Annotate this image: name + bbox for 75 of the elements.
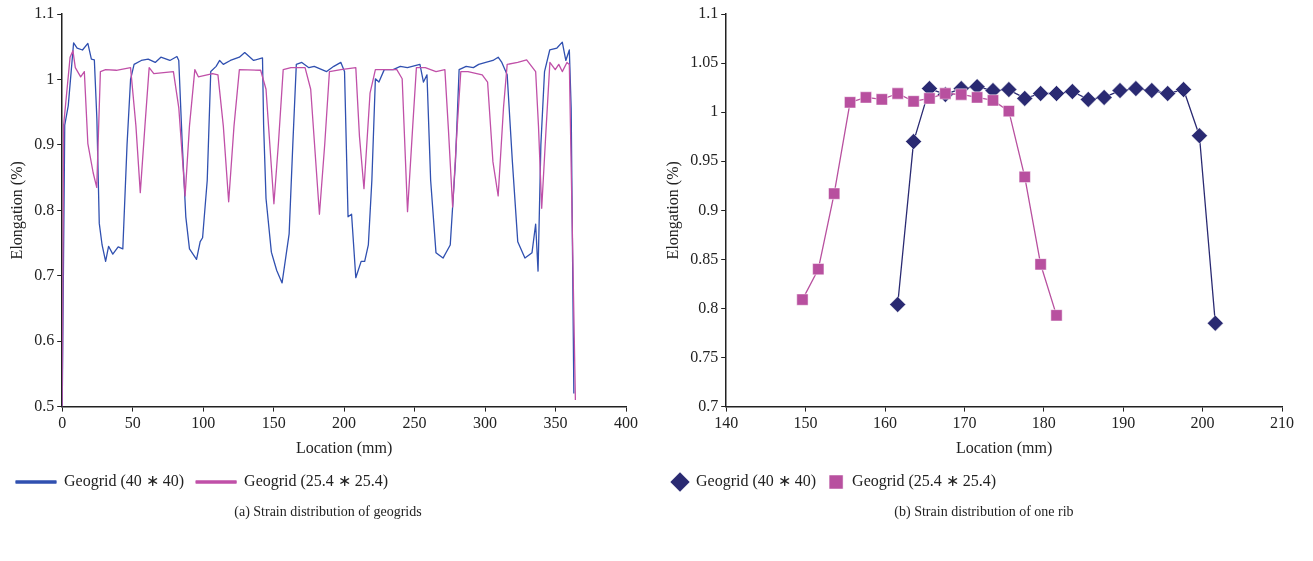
x-tick-label: 250 <box>402 414 427 432</box>
y-tick-label: 0.7 <box>34 265 55 283</box>
x-tick-label: 140 <box>714 414 739 432</box>
y-tick-label: 0.75 <box>690 347 719 365</box>
point <box>1080 91 1097 108</box>
y-tick-label: 0.9 <box>34 135 55 153</box>
x-tick-label: 50 <box>124 414 141 432</box>
y-tick-label: 0.9 <box>698 200 719 218</box>
x-tick-label: 170 <box>952 414 977 432</box>
point <box>1191 127 1208 144</box>
point <box>844 96 856 109</box>
point <box>923 92 936 105</box>
text: (a) Strain distribution of geogrids <box>233 504 423 520</box>
point <box>905 133 922 150</box>
point <box>1095 89 1113 106</box>
x-tick-label: 200 <box>332 414 357 432</box>
y-tick-label: 1.05 <box>690 53 719 71</box>
point <box>955 88 968 101</box>
point <box>1175 81 1192 98</box>
point <box>1207 314 1224 332</box>
point <box>1159 85 1176 102</box>
point <box>971 91 984 104</box>
y-tick-label: 0.85 <box>690 249 719 267</box>
x-tick-label: 210 <box>1270 414 1294 432</box>
x-tick-label: 200 <box>1190 414 1215 432</box>
x-tick-label: 300 <box>473 414 498 432</box>
point <box>860 91 872 104</box>
x-tick-label: 400 <box>614 414 638 432</box>
x-tick-label: 160 <box>873 414 897 432</box>
point <box>1064 83 1081 100</box>
y-tick-label: 1.1 <box>34 4 55 22</box>
y-tick-label: 1 <box>710 102 719 120</box>
x-tick-label: 180 <box>1031 414 1056 432</box>
x-tick-label: 150 <box>793 414 818 432</box>
point <box>796 293 809 306</box>
x-axis-title: Location (mm) <box>295 438 393 457</box>
point <box>1000 81 1018 98</box>
x-tick-label: 350 <box>543 414 568 432</box>
point <box>1048 85 1065 102</box>
x-tick-label: 100 <box>191 414 216 432</box>
point <box>891 87 904 100</box>
legend-label: Geogrid (25.4 ∗ 25.4) <box>244 472 389 491</box>
point <box>1032 85 1049 102</box>
text: (b) Strain distribution of one rib <box>893 504 1075 520</box>
x-tick-label: 0 <box>58 414 67 432</box>
y-axis-title: Elongation (%) <box>7 161 26 260</box>
point <box>1143 82 1161 99</box>
point <box>1016 90 1033 107</box>
y-tick-label: 1.1 <box>698 4 719 22</box>
point <box>889 296 906 313</box>
y-tick-label: 0.8 <box>698 298 719 316</box>
point <box>828 187 841 200</box>
point <box>875 93 888 106</box>
y-tick-label: 1 <box>46 69 55 87</box>
point <box>1002 105 1015 118</box>
legend-label: Geogrid (40 ∗ 40) <box>64 472 185 491</box>
point <box>1050 309 1063 322</box>
point <box>1018 171 1031 183</box>
point <box>1111 82 1129 99</box>
point <box>812 263 825 276</box>
y-tick-label: 0.7 <box>698 396 719 414</box>
x-tick-label: 150 <box>261 414 286 432</box>
x-tick-label: 190 <box>1111 414 1136 432</box>
point <box>987 94 999 107</box>
point <box>907 95 920 108</box>
y-tick-label: 0.8 <box>34 200 55 218</box>
y-tick-label: 0.6 <box>34 331 55 349</box>
x-axis-title: Location (mm) <box>955 438 1053 457</box>
legend-label: Geogrid (40 ∗ 40) <box>696 472 817 491</box>
y-tick-label: 0.95 <box>690 151 719 169</box>
y-axis-title: Elongation (%) <box>663 161 682 260</box>
y-tick-label: 0.5 <box>34 396 55 414</box>
legend-label: Geogrid (25.4 ∗ 25.4) <box>852 472 997 491</box>
point <box>1034 258 1047 271</box>
point <box>1127 80 1145 97</box>
